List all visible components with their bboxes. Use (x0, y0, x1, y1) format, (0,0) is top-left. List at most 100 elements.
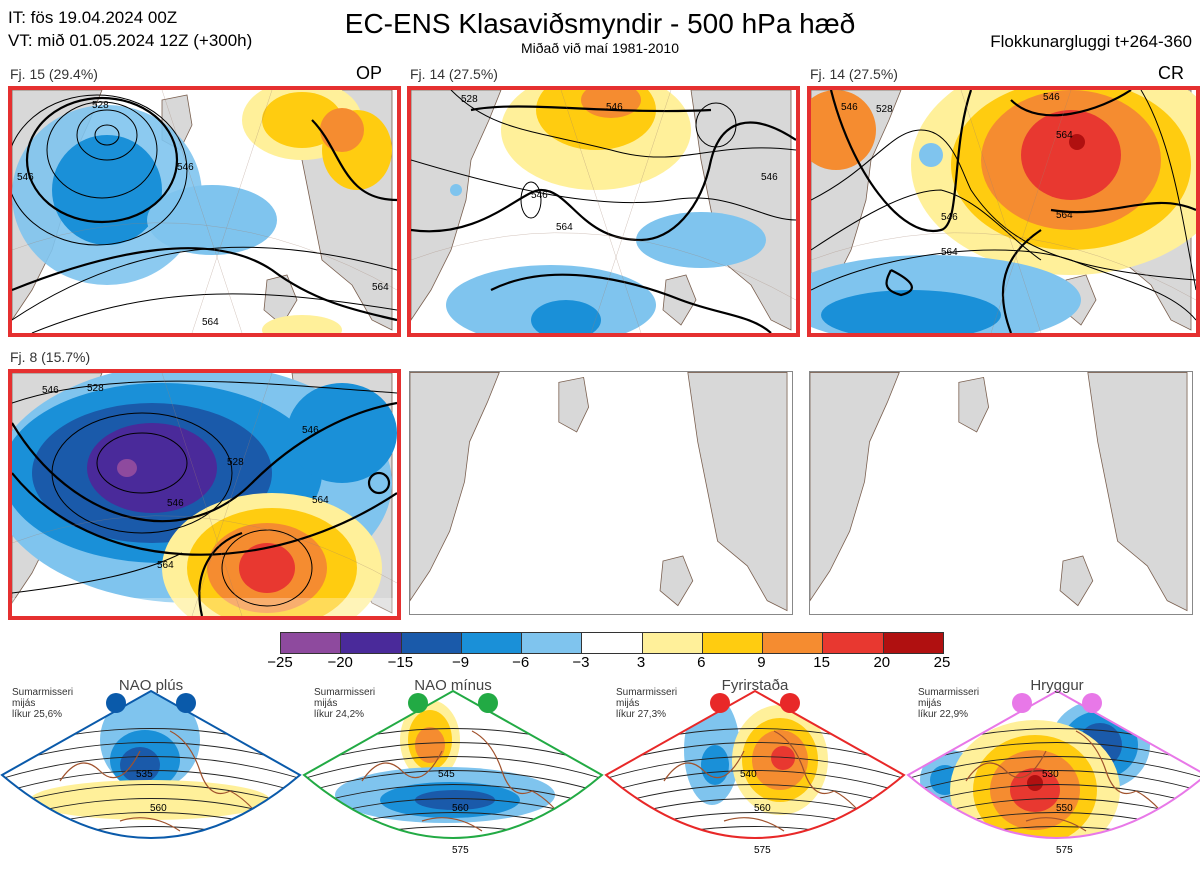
contour-label: 546 (841, 102, 858, 113)
contour-label: 564 (372, 282, 389, 293)
colorbar-tick: 6 (697, 654, 706, 671)
contour-label: 546 (531, 190, 548, 201)
anomaly-blob (1027, 775, 1043, 791)
contour-label: 546 (42, 385, 59, 396)
regime-border (302, 689, 604, 839)
cluster-map-1: 528 546 564 564 546 (8, 86, 401, 337)
coastline (59, 730, 271, 832)
height-contour (2, 756, 300, 780)
contour-label: 564 (1056, 130, 1073, 141)
contour-label: 575 (754, 845, 771, 856)
contour-label: 540 (740, 769, 757, 780)
colorbar-segment (341, 633, 402, 653)
regime-name: Fyrirstaða (721, 677, 789, 694)
regime-border (906, 689, 1200, 839)
contour-label: 564 (941, 247, 958, 258)
colorbar-segment (582, 633, 643, 653)
contour-label: 528 (876, 104, 893, 115)
height-contour (606, 784, 904, 808)
regime-border (0, 689, 302, 839)
colorbar-segment (461, 633, 523, 653)
contour-label: 546 (17, 172, 34, 183)
regime-map: 540 560 575 (604, 689, 906, 856)
height-contour (304, 784, 602, 808)
coastline (361, 730, 573, 832)
regime-name: Hryggur (1030, 677, 1084, 694)
height-contour (304, 826, 602, 838)
regime-dot (176, 693, 196, 713)
contour-label: 546 (1043, 92, 1060, 103)
page-title: EC-ENS Klasaviðsmyndir - 500 hPa hæð (344, 8, 856, 39)
anomaly-blob (415, 790, 495, 810)
contour-label: 564 (157, 560, 174, 571)
cluster-1-label: Fj. 15 (29.4%) (10, 66, 98, 82)
colorbar-segment (522, 633, 583, 653)
contour-label: 564 (312, 495, 329, 506)
colorbar-segment (763, 633, 824, 653)
height-contour (908, 770, 1200, 794)
regime-dot (1012, 693, 1032, 713)
anomaly-blob (30, 780, 270, 820)
colorbar-segment (702, 633, 764, 653)
regime-dot (408, 693, 428, 713)
colorbar-tick: −9 (451, 654, 470, 671)
height-contour (606, 770, 904, 794)
contour-label: 560 (150, 803, 167, 814)
contour-label: 546 (302, 425, 319, 436)
contour-label: 528 (461, 94, 478, 105)
height-contour (2, 784, 300, 808)
regime-stats: Sumarmisseri mijás líkur 22,9% (918, 687, 980, 720)
colorbar-tick: −20 (327, 654, 353, 671)
contour-label: 575 (1056, 845, 1073, 856)
cluster-map-2: 528 546 546 564 546 (407, 86, 800, 337)
regime-dot (106, 693, 126, 713)
height-contour (304, 770, 602, 794)
colorbar (280, 632, 944, 654)
regime-name: NAO plús (118, 677, 184, 694)
height-contour (908, 784, 1200, 808)
contour-label: 546 (761, 172, 778, 183)
regime-border (604, 689, 906, 839)
init-time: IT: fös 19.04.2024 00Z (8, 8, 178, 27)
contour-label: 560 (754, 803, 771, 814)
regime-map: 530 550 575 (906, 689, 1200, 856)
height-contour (606, 826, 904, 838)
cluster-1-code: OP (356, 63, 383, 83)
colorbar-tick: 20 (873, 654, 891, 671)
height-contour (2, 826, 300, 838)
contour-label: 530 (1042, 769, 1059, 780)
contour-label: 546 (606, 102, 623, 113)
colorbar-segment (883, 633, 943, 653)
contour-label: 564 (202, 317, 219, 328)
anomaly-blob (701, 745, 729, 785)
cluster-2-label: Fj. 14 (27.5%) (410, 66, 498, 82)
regime-stats: Sumarmisseri mijás líkur 25,6% (12, 687, 74, 720)
colorbar-segment (642, 633, 703, 653)
colorbar-tick: −3 (572, 654, 590, 671)
cluster-3-label: Fj. 14 (27.5%) (810, 66, 898, 82)
regime-dot (478, 693, 498, 713)
coastline (663, 730, 875, 832)
contour-label: 528 (227, 457, 244, 468)
anomaly-blob (771, 746, 795, 770)
contour-label: 528 (92, 100, 109, 111)
colorbar-tick: 3 (636, 654, 646, 671)
colorbar-segment (401, 633, 462, 653)
regime-stats: Sumarmisseri mijás líkur 27,3% (616, 687, 678, 720)
height-contour (0, 841, 302, 864)
regime-map: 545 560 575 (302, 689, 604, 856)
colorbar-tick: −25 (267, 654, 293, 671)
regime-name: NAO mínus (414, 677, 492, 694)
anomaly-blob (415, 727, 445, 763)
contour-label: 545 (438, 769, 455, 780)
page-subtitle: Miðað við maí 1981-2010 (521, 40, 679, 56)
contour-label: 560 (452, 803, 469, 814)
header-times: IT: fös 19.04.2024 00Z VT: mið 01.05.202… (8, 6, 252, 52)
colorbar-segment (281, 633, 342, 653)
cluster-map-4: 546 528 528 546 564 564 546 (8, 369, 401, 620)
colorbar-tick: 15 (813, 654, 830, 671)
valid-time: VT: mið 01.05.2024 12Z (+300h) (8, 31, 253, 50)
colorbar-tick: 25 (933, 654, 951, 671)
height-contour (606, 756, 904, 780)
contour-label: 546 (167, 498, 184, 509)
